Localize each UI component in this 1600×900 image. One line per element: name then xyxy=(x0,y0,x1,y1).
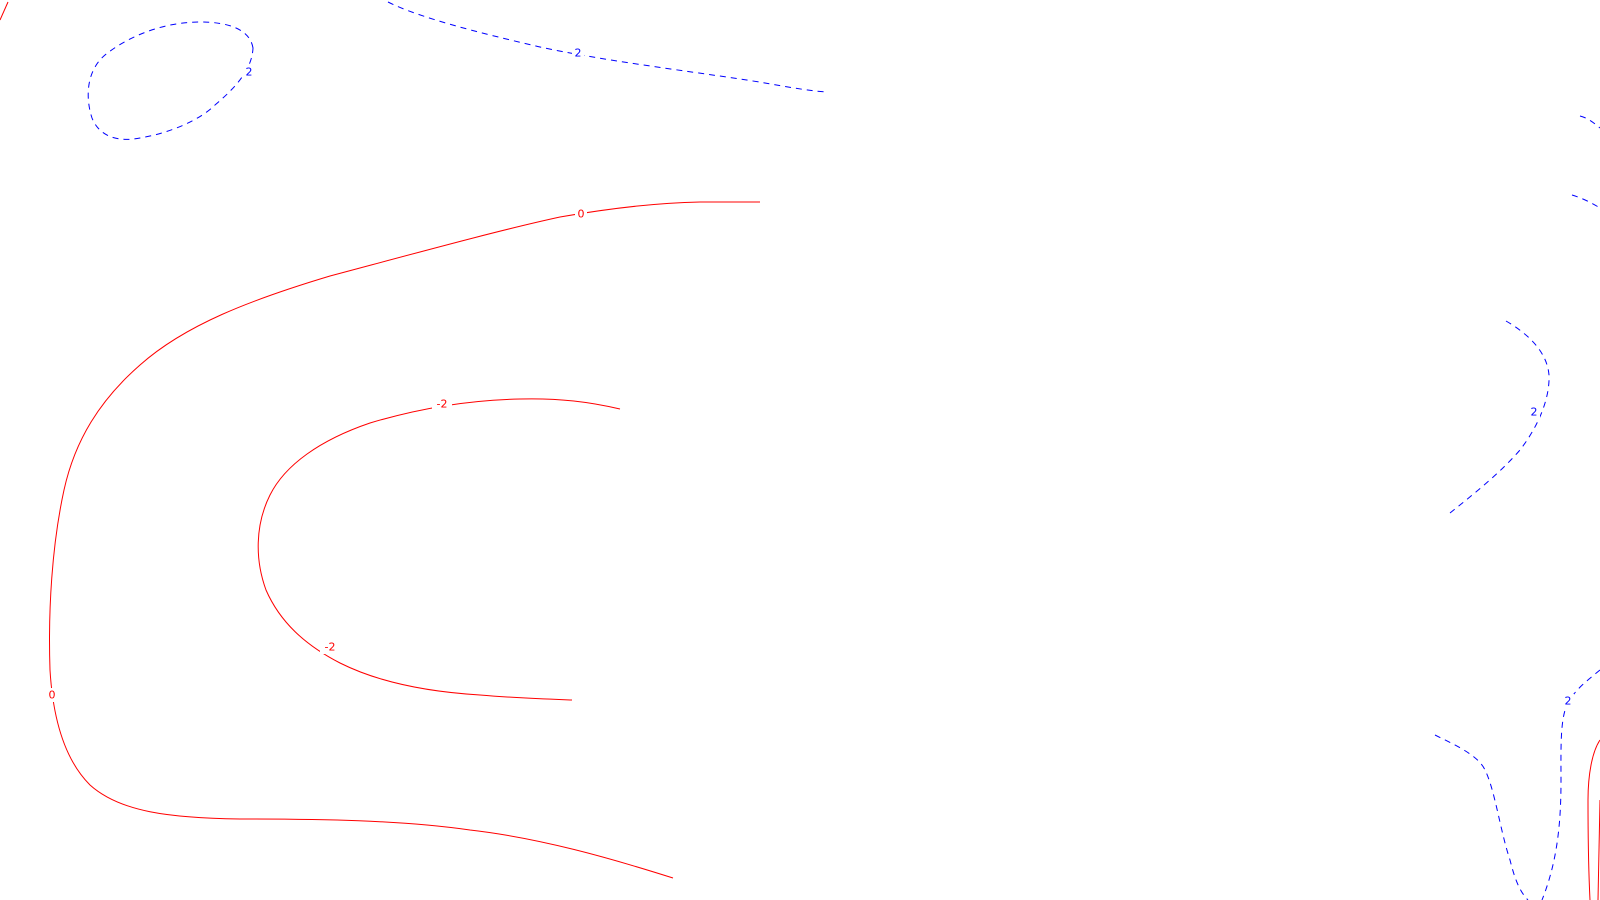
contour-line-positive-bottom-right xyxy=(1541,669,1600,900)
svg-text:-2: -2 xyxy=(325,641,336,654)
contour-line-negative xyxy=(257,398,621,701)
contour-line-positive-edge-1 xyxy=(1579,115,1600,129)
svg-text:2: 2 xyxy=(1565,695,1572,708)
contour-label-right-mid: 2 xyxy=(1528,405,1540,419)
svg-text:2: 2 xyxy=(1531,406,1538,419)
contour-label-negative-bottom: -2 xyxy=(320,640,340,654)
contour-label-zero-top: 0 xyxy=(575,207,587,221)
contour-line-zero-right xyxy=(1587,739,1600,900)
contour-label-top-line: 2 xyxy=(572,46,584,60)
contour-line-zero xyxy=(49,201,760,879)
contour-line-positive-oval xyxy=(87,21,254,140)
svg-text:-2: -2 xyxy=(437,398,448,411)
svg-text:2: 2 xyxy=(246,66,253,79)
contour-label-top-oval: 2 xyxy=(243,64,255,79)
contour-line-positive-bottom-left xyxy=(1434,734,1529,900)
contour-label-right-bottom: 2 xyxy=(1562,694,1574,708)
contour-line-positive-top xyxy=(387,1,827,93)
svg-text:2: 2 xyxy=(575,47,582,60)
svg-text:0: 0 xyxy=(49,689,56,702)
contour-label-zero-left: 0 xyxy=(46,688,58,702)
contour-line-zero-corner xyxy=(0,1,9,21)
contour-label-negative-top: -2 xyxy=(432,397,452,411)
svg-text:0: 0 xyxy=(578,208,585,221)
contour-line-positive-edge-2 xyxy=(1571,194,1600,209)
